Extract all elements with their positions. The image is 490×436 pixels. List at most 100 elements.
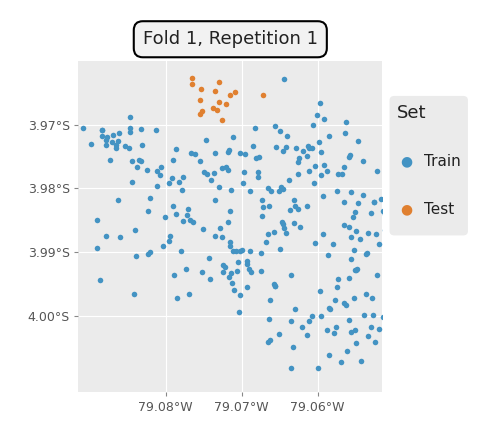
Point xyxy=(335,276,343,283)
Point xyxy=(305,168,313,175)
Point xyxy=(368,294,376,301)
Point xyxy=(308,313,316,320)
Point xyxy=(277,184,285,191)
Point xyxy=(211,232,219,239)
Point xyxy=(264,339,272,346)
Point xyxy=(283,133,291,140)
Point xyxy=(254,169,262,176)
Point xyxy=(320,116,328,123)
Point xyxy=(386,306,394,313)
Point xyxy=(172,211,179,218)
Point xyxy=(325,305,333,312)
Point xyxy=(219,116,226,123)
Point xyxy=(245,266,253,273)
Point xyxy=(233,268,241,275)
Point xyxy=(362,250,370,257)
Point xyxy=(352,228,360,235)
Point xyxy=(271,283,279,290)
Point xyxy=(98,127,106,134)
Point xyxy=(215,99,223,106)
Point xyxy=(186,290,194,297)
Point xyxy=(373,167,381,174)
Point xyxy=(130,291,138,298)
Point xyxy=(259,92,267,99)
Point xyxy=(219,262,227,269)
Point xyxy=(226,207,234,214)
Point xyxy=(356,235,364,242)
Point xyxy=(290,220,297,227)
Text: Test: Test xyxy=(424,202,454,217)
Point xyxy=(153,168,161,175)
Point xyxy=(243,260,251,267)
Point xyxy=(296,224,304,231)
Point xyxy=(303,153,311,160)
Point xyxy=(210,170,218,177)
Point xyxy=(101,141,109,148)
Point xyxy=(156,171,164,178)
Point xyxy=(341,221,348,228)
Point xyxy=(347,234,355,241)
Point xyxy=(270,228,278,235)
Point xyxy=(279,147,287,154)
Point xyxy=(375,326,383,333)
Point xyxy=(288,271,295,278)
Point xyxy=(350,295,358,302)
Point xyxy=(206,276,214,283)
Point xyxy=(324,252,332,259)
Point xyxy=(377,195,385,202)
Point xyxy=(299,147,307,154)
Point xyxy=(337,359,345,366)
Point xyxy=(226,238,234,245)
Point xyxy=(146,249,153,255)
Point xyxy=(191,151,198,158)
Point xyxy=(268,188,275,195)
Point xyxy=(169,157,177,164)
Point xyxy=(222,101,230,108)
Point xyxy=(102,233,110,240)
Point xyxy=(317,312,325,319)
Point xyxy=(345,153,353,160)
Point xyxy=(367,209,375,216)
Point xyxy=(311,163,319,170)
Point xyxy=(222,163,230,170)
Point xyxy=(354,199,362,206)
Point xyxy=(338,170,346,177)
Point xyxy=(349,213,357,220)
Point xyxy=(215,78,223,85)
Point xyxy=(229,133,237,140)
Point xyxy=(202,136,210,143)
Point xyxy=(372,230,380,237)
Point xyxy=(352,267,360,274)
Point xyxy=(375,240,383,247)
Point xyxy=(225,273,233,280)
Point xyxy=(93,244,100,251)
Point xyxy=(131,227,139,234)
Point xyxy=(304,142,312,149)
Point xyxy=(292,203,299,210)
Point xyxy=(383,264,391,271)
Point xyxy=(103,133,111,140)
Point xyxy=(225,146,233,153)
Point xyxy=(305,145,313,152)
Point xyxy=(353,266,361,272)
Point xyxy=(79,124,87,131)
Point xyxy=(172,145,179,152)
Point xyxy=(287,317,294,324)
Point xyxy=(323,167,331,174)
Point xyxy=(240,169,247,176)
Point xyxy=(219,268,227,275)
Point xyxy=(98,126,106,133)
Point xyxy=(236,291,244,298)
Point xyxy=(254,174,262,181)
Point xyxy=(381,211,389,218)
Point xyxy=(157,164,165,170)
Point xyxy=(211,150,219,157)
Point xyxy=(308,144,316,151)
Point xyxy=(276,127,284,134)
Point xyxy=(234,258,242,265)
Point xyxy=(298,324,306,331)
Point xyxy=(276,245,284,252)
Point xyxy=(340,198,348,205)
Point xyxy=(224,218,232,225)
Point xyxy=(287,364,295,371)
